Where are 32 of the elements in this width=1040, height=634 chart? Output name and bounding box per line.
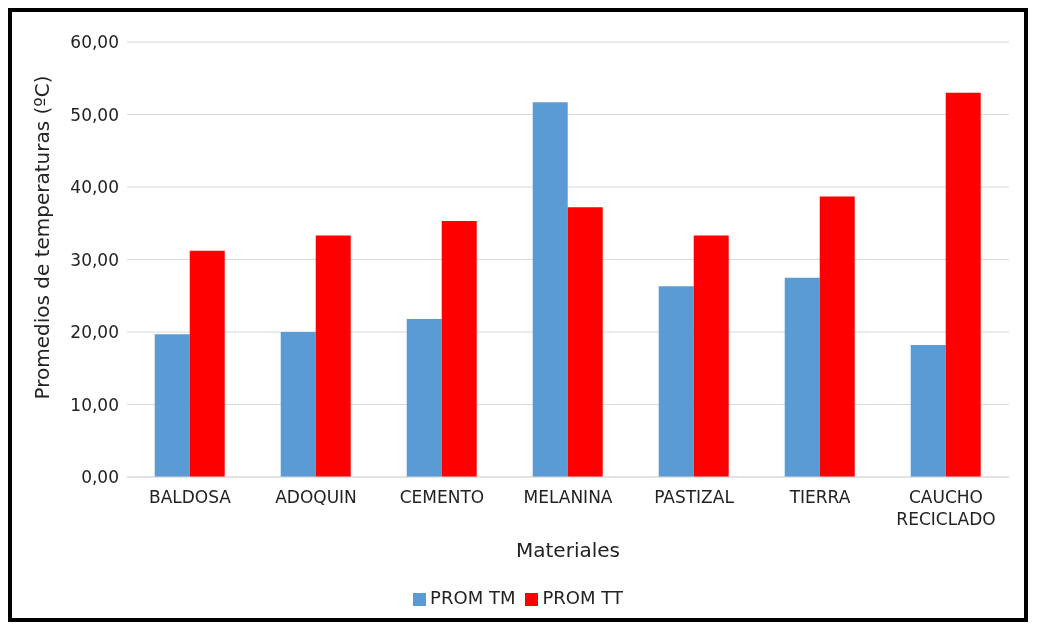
y-tick-label: 60,00 bbox=[70, 32, 119, 53]
x-axis-title: Materiales bbox=[516, 538, 620, 562]
bar bbox=[819, 196, 855, 477]
legend-label: PROM TT bbox=[542, 587, 623, 608]
x-tick-label: ADOQUIN bbox=[275, 487, 357, 507]
x-tick-label: TIERRA bbox=[788, 487, 851, 507]
x-tick-label: CAUCHO RECICLADO bbox=[896, 487, 996, 529]
bar bbox=[693, 235, 729, 477]
bar bbox=[154, 334, 190, 477]
bar bbox=[784, 277, 820, 477]
bar bbox=[280, 332, 316, 477]
bar bbox=[567, 207, 603, 477]
y-tick-label: 10,00 bbox=[70, 394, 119, 415]
bar bbox=[910, 345, 946, 477]
y-tick-label: 30,00 bbox=[70, 249, 119, 270]
y-tick-label: 20,00 bbox=[70, 322, 119, 343]
y-tick-label: 0,00 bbox=[81, 467, 119, 488]
x-tick-label: CEMENTO bbox=[399, 487, 485, 507]
bar bbox=[406, 318, 442, 477]
bar bbox=[315, 235, 351, 477]
y-tick-label: 40,00 bbox=[70, 177, 119, 198]
x-tick-label: PASTIZAL bbox=[654, 487, 735, 507]
x-tick-label: BALDOSA bbox=[149, 487, 232, 507]
bar bbox=[441, 221, 477, 477]
bar bbox=[532, 102, 568, 477]
bar bbox=[189, 250, 225, 477]
bar bbox=[658, 286, 694, 477]
bar bbox=[945, 92, 981, 477]
y-tick-label: 50,00 bbox=[70, 104, 119, 125]
legend-label: PROM TM bbox=[430, 587, 516, 608]
x-tick-label: MELANINA bbox=[523, 487, 613, 507]
y-axis-title: Promedios de temperaturas (ºC) bbox=[30, 75, 55, 400]
